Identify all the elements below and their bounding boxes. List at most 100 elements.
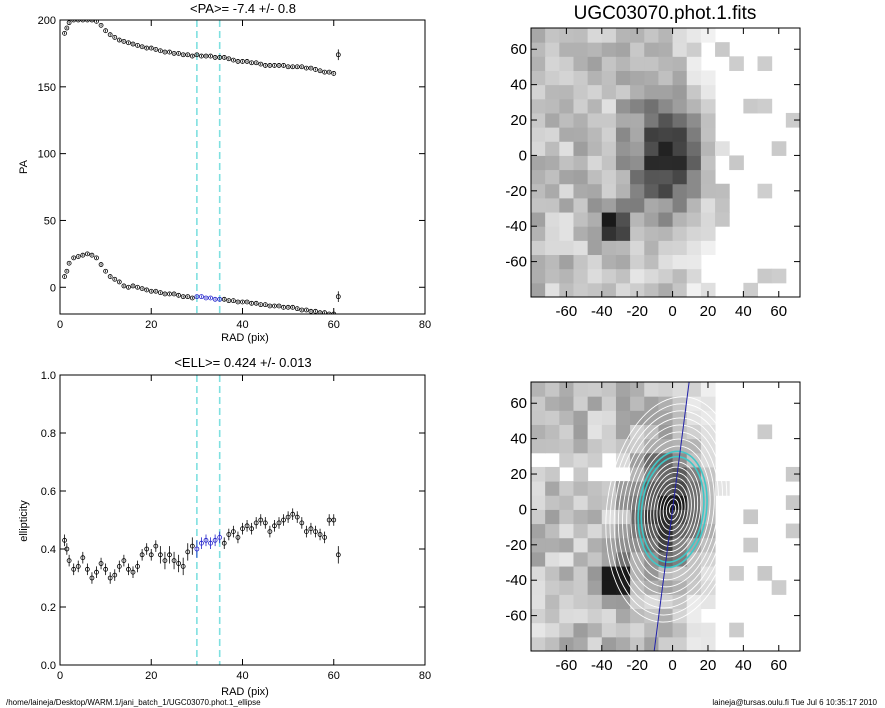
fit-pixel [757, 566, 773, 581]
pa-axes-frame [59, 19, 426, 315]
img-pixel [587, 212, 603, 227]
fit-pixel [601, 566, 617, 581]
img-pixel [601, 155, 617, 171]
fit-pixel [559, 523, 574, 539]
ell-point-0-49 [281, 517, 286, 523]
img-pixel [545, 254, 560, 270]
pa-point-0-13 [116, 279, 122, 285]
fit-pixel [573, 551, 589, 567]
ell-point-0-6 [84, 566, 90, 572]
fit-pixel [531, 396, 546, 411]
fit-pixel [601, 537, 617, 553]
ell-point-0-43 [253, 520, 259, 526]
fit-pixel [531, 551, 546, 567]
img-pixel [601, 127, 617, 142]
fit-pixel [587, 495, 603, 510]
ell-point-0-44 [258, 517, 264, 523]
fit-pixel [545, 551, 560, 567]
img-pixel [587, 226, 603, 241]
ell-point-0-29 [189, 543, 195, 549]
img-pixel [672, 155, 688, 171]
img-pixel [559, 56, 574, 71]
img-pixel [573, 254, 589, 270]
img-pixel [587, 183, 603, 199]
ell-point-0-59 [326, 517, 332, 523]
fit-pixel [573, 636, 589, 651]
img-pixel [700, 112, 716, 128]
ell-point-0-15 [126, 566, 131, 572]
img-pixel [573, 240, 589, 256]
fit-pixel [700, 382, 716, 397]
fit-pixel [630, 382, 645, 397]
pa-point-1-26 [176, 51, 182, 56]
fit-pixel [615, 622, 631, 638]
fit-pixel [700, 438, 716, 454]
pa-point-0-46 [267, 303, 273, 309]
ell-point-0-58 [322, 535, 328, 540]
img-pixel [545, 141, 560, 156]
pa-point-1-12 [112, 34, 118, 40]
pa-point-1-38 [230, 57, 236, 63]
ell-point-0-53 [299, 520, 305, 526]
galaxy-image-panel: UGC03070.phot.1.fits -60 -40 -20 0 20 40 60 -60… [505, 3, 801, 320]
img-pixel [587, 169, 603, 185]
pa-point-0-0 [62, 274, 67, 279]
fit-ytick-label-1: -40 [505, 572, 527, 589]
pa-point-1-9 [98, 22, 104, 28]
img-pixel [587, 240, 603, 256]
fit-pixel [531, 382, 546, 397]
fit-pixel [658, 622, 674, 638]
img-pixel [630, 70, 645, 86]
img-pixel [658, 240, 674, 256]
img-pixel [644, 42, 659, 57]
ell-point-0-57 [317, 532, 323, 537]
pa-point-0-56 [313, 308, 318, 314]
img-frame [530, 27, 801, 298]
ell-point-0-22 [157, 552, 163, 558]
img-pixel [615, 169, 631, 185]
fit-pixel [615, 580, 631, 595]
pa-point-0-10 [103, 268, 109, 274]
img-pixel [686, 70, 702, 86]
ell-point-0-60 [331, 517, 337, 523]
fit-pixel [630, 396, 645, 411]
img-pixel [658, 84, 674, 100]
img-pixel [615, 127, 631, 142]
img-pixel [700, 70, 716, 86]
pa-ytick-label-4: 200 [38, 15, 56, 27]
fit-pixel [686, 636, 702, 651]
ellipticity-panel-title: <ELL>= 0.424 +/- 0.013 [174, 355, 311, 370]
pa-point-0-59 [326, 311, 332, 314]
ell-point-0-26 [176, 561, 182, 566]
pa-point-0-41 [244, 299, 250, 305]
pa-point-0-22 [157, 290, 163, 296]
fit-pixel [700, 566, 716, 581]
img-pixel [559, 98, 574, 114]
fit-xtick-label-5: 40 [735, 657, 752, 674]
img-pixel [658, 127, 674, 142]
pa-point-0-35 [217, 296, 223, 302]
ell-ytick-label-2: 0.4 [41, 544, 56, 556]
pa-point-1-60 [331, 71, 337, 76]
ell-point-0-21 [153, 543, 159, 549]
ell-point-0-47 [272, 523, 277, 529]
fit-pixel [686, 608, 702, 624]
img-pixel [601, 282, 617, 297]
img-pixel [545, 56, 560, 71]
pa-point-0-30 [194, 294, 200, 300]
fit-pixel [686, 551, 702, 567]
img-pixel [771, 268, 787, 284]
img-pixel [615, 212, 631, 227]
fit-pixel [531, 566, 546, 581]
ell-point-0-16 [130, 569, 136, 575]
fit-pixel [545, 382, 560, 397]
img-pixel [644, 98, 659, 114]
pa-point-0-25 [171, 291, 177, 297]
fit-pixel [700, 537, 716, 553]
ell-axes-frame [59, 374, 426, 666]
img-pixel [531, 183, 546, 199]
img-pixel [545, 42, 560, 57]
img-pixel [573, 212, 589, 227]
fit-pixel [545, 481, 560, 496]
img-pixel [644, 197, 659, 213]
